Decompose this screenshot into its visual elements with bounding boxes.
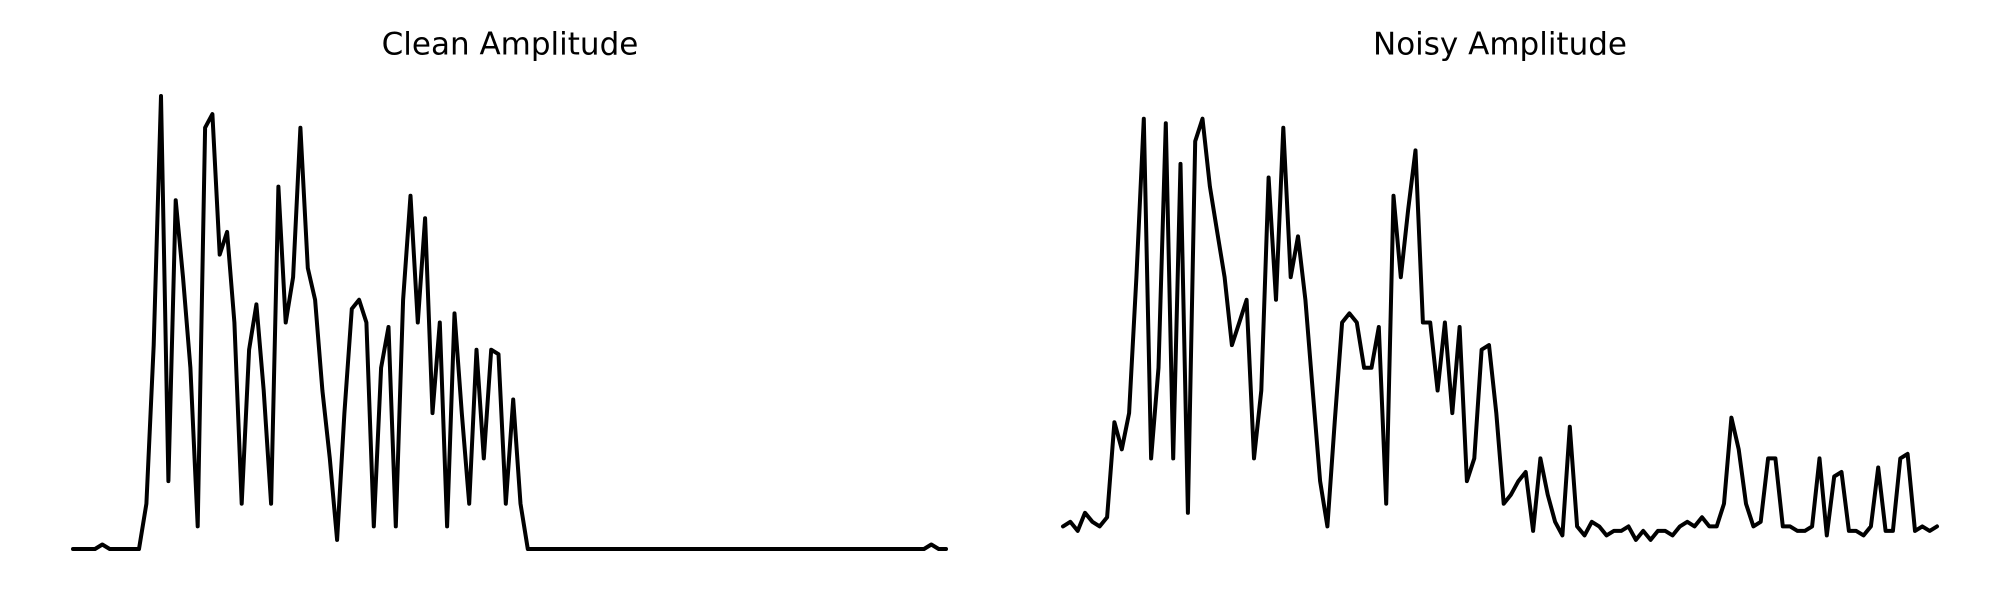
amplitude-line <box>71 94 948 551</box>
chart-title: Noisy Amplitude <box>1373 27 1627 63</box>
chart-title: Clean Amplitude <box>382 27 639 63</box>
amplitude-line <box>1061 116 1939 542</box>
